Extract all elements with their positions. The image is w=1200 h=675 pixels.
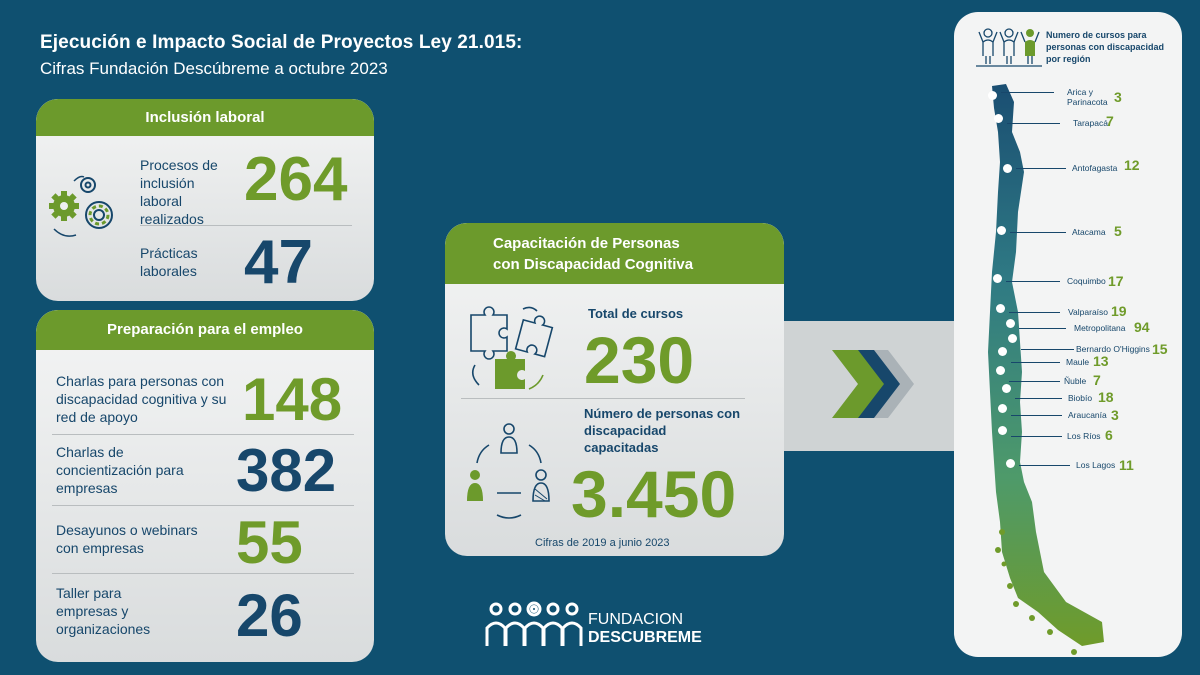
- inclusion-heading: Inclusión laboral: [36, 99, 374, 136]
- region-value: 17: [1108, 273, 1124, 289]
- region-name: Metropolitana: [1074, 323, 1126, 333]
- region-leader-line: [1007, 123, 1060, 124]
- inclusion-card: Inclusión laboral: [36, 99, 374, 301]
- region-marker: [1005, 458, 1015, 468]
- region-marker: [997, 403, 1007, 413]
- capacitacion-card: Capacitación de Personas con Discapacida…: [445, 223, 784, 556]
- region-leader-line: [1015, 398, 1062, 399]
- region-name: Maule: [1066, 357, 1090, 367]
- chevron-arrow-icon: [828, 346, 914, 422]
- persons-value: 3.450: [571, 457, 737, 531]
- page-subtitle: Cifras Fundación Descúbreme a octubre 20…: [40, 59, 388, 78]
- region-name: Los Lagos: [1076, 460, 1116, 470]
- region-marker: [997, 346, 1007, 356]
- region-marker: [993, 113, 1003, 123]
- inclusion-label-1: Prácticas laborales: [140, 245, 198, 279]
- puzzle-icon: [463, 303, 555, 393]
- region-value: 3: [1111, 407, 1119, 423]
- region-leader-line: [1009, 312, 1060, 313]
- region-marker: [1007, 333, 1017, 343]
- region-marker: [1001, 383, 1011, 393]
- region-value: 13: [1093, 353, 1109, 369]
- inclusion-value-1: 47: [244, 228, 313, 297]
- divider: [140, 225, 352, 226]
- preparacion-label-3: Taller para empresas y organizaciones: [56, 585, 151, 637]
- region-leader-line: [1011, 415, 1062, 416]
- persons-label: Número de personas con discapacidad capa…: [584, 406, 741, 455]
- note: Cifras de 2019 a junio 2023: [535, 537, 670, 549]
- region-leader-line: [1010, 232, 1066, 233]
- logo-line2: DESCUBREME: [588, 629, 702, 646]
- preparacion-label-1: Charlas de concientización para empresas: [56, 444, 184, 496]
- region-name: Coquimbo: [1067, 276, 1106, 286]
- divider: [461, 398, 745, 399]
- region-value: 12: [1124, 157, 1140, 173]
- region-value: 11: [1119, 457, 1134, 473]
- region-name: Antofagasta: [1072, 163, 1118, 173]
- region-leader-line: [1011, 436, 1062, 437]
- divider: [52, 434, 354, 435]
- logo: FUNDACION DESCUBREME: [484, 600, 714, 650]
- logo-people-icon: [485, 601, 583, 646]
- region-leader-line: [1011, 362, 1060, 363]
- preparacion-value-0: 148: [242, 366, 343, 433]
- preparacion-label-2: Desayunos o webinars con empresas: [56, 522, 198, 556]
- map-card: Numero de cursos para personas con disca…: [954, 12, 1182, 657]
- region-leader-line: [1019, 328, 1066, 329]
- region-leader-line: [1016, 168, 1066, 169]
- divider: [52, 573, 354, 574]
- region-leader-line: [1001, 92, 1054, 93]
- map-heading: Numero de cursos para personas con disca…: [1046, 30, 1165, 64]
- preparacion-label-0: Charlas para personas con discapacidad c…: [56, 373, 227, 425]
- region-value: 3: [1114, 89, 1122, 105]
- region-leader-line: [1006, 281, 1060, 282]
- region-value: 7: [1093, 372, 1101, 388]
- region-value: 94: [1134, 319, 1150, 335]
- people-group-icon: [976, 28, 1042, 67]
- region-marker: [992, 273, 1002, 283]
- preparacion-value-1: 382: [236, 437, 337, 504]
- logo-line1: FUNDACION: [588, 611, 684, 628]
- chile-map: [988, 84, 1104, 655]
- region-name: Valparaíso: [1068, 307, 1109, 317]
- region-name: Arica y Parinacota: [1067, 87, 1108, 107]
- people-cycle-icon: [463, 419, 555, 523]
- gears-icon: [44, 171, 124, 243]
- region-value: 7: [1106, 113, 1114, 129]
- region-value: 5: [1114, 223, 1122, 239]
- region-leader-line: [1019, 465, 1070, 466]
- region-name: Araucanía: [1068, 410, 1107, 420]
- region-name: Ñuble: [1064, 376, 1087, 386]
- inclusion-value-0: 264: [244, 145, 348, 214]
- region-marker: [997, 425, 1007, 435]
- total-label: Total de cursos: [588, 306, 684, 321]
- preparacion-value-3: 26: [236, 582, 303, 649]
- region-name: Atacama: [1072, 227, 1106, 237]
- region-value: 15: [1152, 341, 1168, 357]
- region-marker: [996, 225, 1006, 235]
- region-name: Biobío: [1068, 393, 1093, 403]
- region-leader-line: [1021, 349, 1074, 350]
- region-name: Bernardo O'Higgins: [1076, 344, 1150, 354]
- region-marker: [1005, 318, 1015, 328]
- region-leader-line: [1009, 381, 1060, 382]
- region-value: 18: [1098, 389, 1114, 405]
- divider: [52, 505, 354, 506]
- region-value: 6: [1105, 427, 1113, 443]
- region-name: Tarapacá: [1073, 118, 1108, 128]
- total-value: 230: [584, 323, 695, 397]
- region-marker: [987, 90, 997, 100]
- capacitacion-heading: Capacitación de Personas con Discapacida…: [445, 223, 784, 284]
- preparacion-heading: Preparación para el empleo: [36, 310, 374, 350]
- preparacion-card: Preparación para el empleo Charlas para …: [36, 310, 374, 662]
- region-marker: [1002, 163, 1012, 173]
- preparacion-value-2: 55: [236, 509, 303, 576]
- region-marker: [995, 303, 1005, 313]
- region-value: 19: [1111, 303, 1127, 319]
- region-name: Los Ríos: [1067, 431, 1101, 441]
- inclusion-label-0: Procesos de inclusión laboral realizados: [140, 157, 218, 227]
- page-title: Ejecución e Impacto Social de Proyectos …: [40, 32, 523, 53]
- region-marker: [995, 365, 1005, 375]
